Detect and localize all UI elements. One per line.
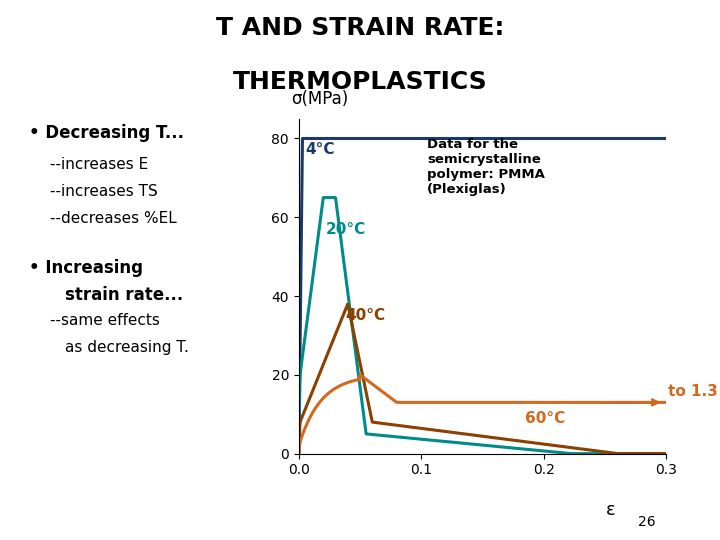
Text: 60°C: 60°C — [526, 410, 565, 426]
Text: --increases TS: --increases TS — [50, 184, 158, 199]
Text: Data for the
semicrystalline
polymer: PMMA
(Plexiglas): Data for the semicrystalline polymer: PM… — [428, 138, 545, 197]
Text: • Decreasing T...: • Decreasing T... — [29, 124, 184, 142]
Text: --increases E: --increases E — [50, 157, 148, 172]
Text: --decreases %EL: --decreases %EL — [50, 211, 177, 226]
Text: ε: ε — [606, 501, 616, 519]
Text: THERMOPLASTICS: THERMOPLASTICS — [233, 70, 487, 94]
Text: 26: 26 — [638, 515, 655, 529]
Text: strain rate...: strain rate... — [65, 286, 183, 304]
Text: 20°C: 20°C — [325, 221, 366, 237]
Text: 40°C: 40°C — [346, 308, 385, 323]
Text: --same effects: --same effects — [50, 313, 161, 328]
Text: to 1.3: to 1.3 — [668, 384, 718, 399]
Text: T AND STRAIN RATE:: T AND STRAIN RATE: — [216, 16, 504, 40]
Text: 4°C: 4°C — [305, 143, 334, 158]
Text: • Increasing: • Increasing — [29, 259, 143, 277]
Text: as decreasing T.: as decreasing T. — [65, 340, 189, 355]
Text: σ(MPa): σ(MPa) — [292, 90, 349, 108]
